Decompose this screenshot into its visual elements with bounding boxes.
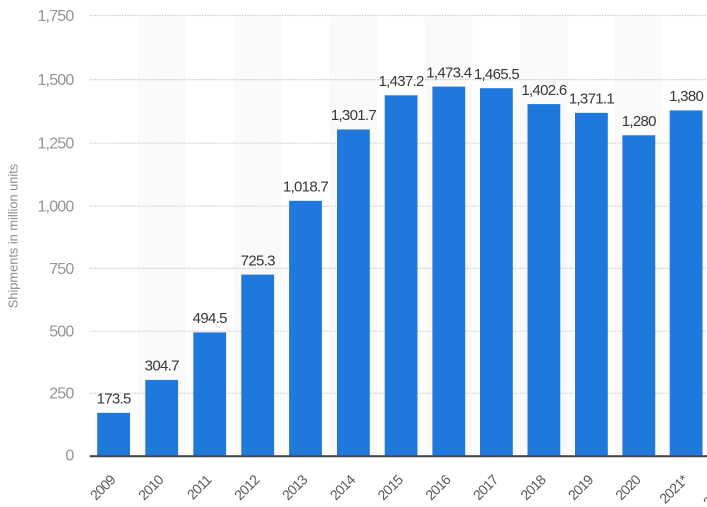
svg-text:1,437.2: 1,437.2 [379,73,425,90]
svg-text:750: 750 [49,261,74,278]
svg-text:0: 0 [65,448,74,465]
svg-text:1,301.7: 1,301.7 [331,107,377,124]
svg-text:1,500: 1,500 [37,72,74,89]
svg-text:173.5: 173.5 [97,391,131,408]
svg-text:1,402.6: 1,402.6 [521,82,567,99]
svg-text:1,465.5: 1,465.5 [474,66,520,83]
svg-text:1,380: 1,380 [669,88,703,105]
svg-text:494.5: 494.5 [193,310,227,327]
svg-text:1,473.4: 1,473.4 [426,64,472,81]
svg-text:1,280: 1,280 [622,113,656,130]
svg-text:250: 250 [49,386,74,403]
svg-text:1,750: 1,750 [37,8,74,25]
svg-text:1,000: 1,000 [37,199,74,216]
svg-text:500: 500 [49,324,74,341]
svg-text:725.3: 725.3 [241,252,275,269]
svg-text:304.7: 304.7 [145,358,179,375]
svg-text:1,018.7: 1,018.7 [283,179,329,196]
svg-text:Shipments in million units: Shipments in million units [6,164,21,308]
svg-text:1,371.1: 1,371.1 [569,91,615,108]
svg-text:1,250: 1,250 [37,136,74,153]
